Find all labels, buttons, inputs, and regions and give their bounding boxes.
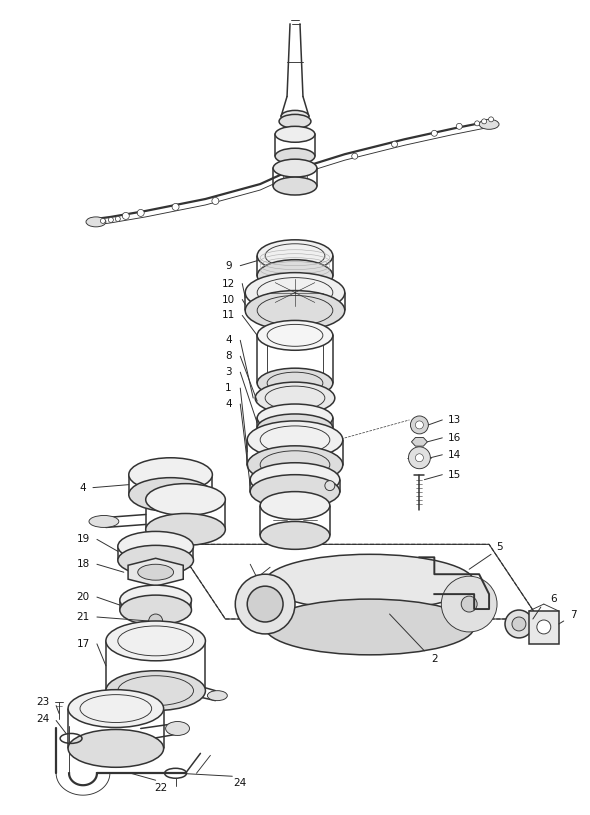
Circle shape	[109, 218, 113, 222]
Polygon shape	[411, 438, 427, 446]
Ellipse shape	[68, 689, 163, 728]
Ellipse shape	[68, 729, 163, 767]
Text: 18: 18	[76, 559, 90, 569]
Text: 21: 21	[76, 612, 90, 622]
Text: 13: 13	[448, 415, 461, 425]
Ellipse shape	[255, 382, 335, 414]
Circle shape	[505, 610, 533, 638]
Ellipse shape	[106, 671, 205, 711]
Text: 14: 14	[448, 450, 461, 460]
Circle shape	[149, 614, 163, 628]
Ellipse shape	[245, 291, 345, 330]
Ellipse shape	[273, 159, 317, 177]
Circle shape	[392, 141, 398, 148]
Circle shape	[212, 197, 219, 205]
Circle shape	[415, 421, 424, 429]
Ellipse shape	[257, 260, 333, 292]
Ellipse shape	[247, 421, 343, 459]
Ellipse shape	[441, 576, 497, 632]
Ellipse shape	[257, 368, 333, 398]
Ellipse shape	[166, 721, 189, 735]
Ellipse shape	[137, 564, 173, 580]
Ellipse shape	[208, 690, 227, 701]
Ellipse shape	[120, 595, 192, 625]
Text: 9: 9	[225, 261, 232, 271]
Text: 4: 4	[225, 399, 232, 409]
Circle shape	[512, 617, 526, 631]
Circle shape	[100, 218, 106, 223]
Ellipse shape	[118, 531, 194, 562]
Circle shape	[415, 454, 424, 462]
Text: 1: 1	[225, 383, 232, 393]
Text: 23: 23	[37, 697, 50, 707]
Ellipse shape	[257, 404, 333, 432]
Text: 11: 11	[222, 311, 235, 320]
Ellipse shape	[265, 554, 474, 610]
Ellipse shape	[235, 575, 295, 634]
Ellipse shape	[106, 621, 205, 661]
Ellipse shape	[247, 446, 343, 483]
Circle shape	[537, 620, 551, 634]
Text: 19: 19	[76, 535, 90, 544]
Ellipse shape	[89, 516, 119, 527]
Ellipse shape	[273, 177, 317, 195]
Circle shape	[408, 447, 430, 469]
Ellipse shape	[279, 114, 311, 128]
Ellipse shape	[250, 474, 340, 509]
Ellipse shape	[257, 240, 333, 271]
Ellipse shape	[260, 522, 330, 549]
Text: 2: 2	[431, 654, 438, 663]
Ellipse shape	[118, 545, 194, 575]
Ellipse shape	[86, 217, 106, 227]
Polygon shape	[128, 558, 183, 586]
Text: 10: 10	[222, 294, 235, 305]
Text: 4: 4	[80, 482, 86, 492]
Circle shape	[325, 481, 335, 491]
Circle shape	[137, 209, 144, 217]
Ellipse shape	[247, 586, 283, 622]
Text: 15: 15	[448, 469, 461, 480]
Text: 12: 12	[222, 279, 235, 289]
Circle shape	[474, 121, 480, 126]
Ellipse shape	[250, 463, 340, 496]
Ellipse shape	[129, 458, 212, 491]
Circle shape	[172, 204, 179, 210]
Ellipse shape	[265, 599, 474, 654]
Circle shape	[461, 596, 477, 612]
Ellipse shape	[146, 513, 225, 545]
Polygon shape	[529, 611, 559, 644]
Ellipse shape	[281, 110, 309, 122]
Ellipse shape	[146, 483, 225, 516]
Text: 24: 24	[234, 778, 247, 788]
Ellipse shape	[257, 320, 333, 350]
Ellipse shape	[129, 478, 212, 512]
Text: 17: 17	[76, 639, 90, 649]
Ellipse shape	[120, 585, 192, 615]
Text: 4: 4	[225, 335, 232, 346]
Circle shape	[489, 117, 494, 122]
Text: 5: 5	[496, 542, 502, 553]
Ellipse shape	[275, 126, 315, 143]
Circle shape	[116, 217, 120, 222]
Ellipse shape	[260, 491, 330, 519]
Circle shape	[352, 153, 358, 159]
Text: 22: 22	[154, 783, 167, 793]
Text: 6: 6	[550, 594, 557, 604]
Ellipse shape	[257, 414, 333, 442]
Circle shape	[456, 123, 462, 130]
Text: 8: 8	[225, 351, 232, 361]
Circle shape	[481, 119, 487, 124]
Text: 20: 20	[77, 593, 90, 602]
Ellipse shape	[275, 148, 315, 164]
Text: 3: 3	[225, 368, 232, 377]
Circle shape	[122, 213, 129, 219]
Ellipse shape	[245, 273, 345, 312]
Text: 7: 7	[571, 610, 577, 620]
Text: 24: 24	[37, 713, 50, 724]
Text: 16: 16	[448, 433, 461, 443]
Ellipse shape	[479, 119, 499, 130]
Circle shape	[431, 130, 437, 136]
Circle shape	[411, 416, 428, 434]
